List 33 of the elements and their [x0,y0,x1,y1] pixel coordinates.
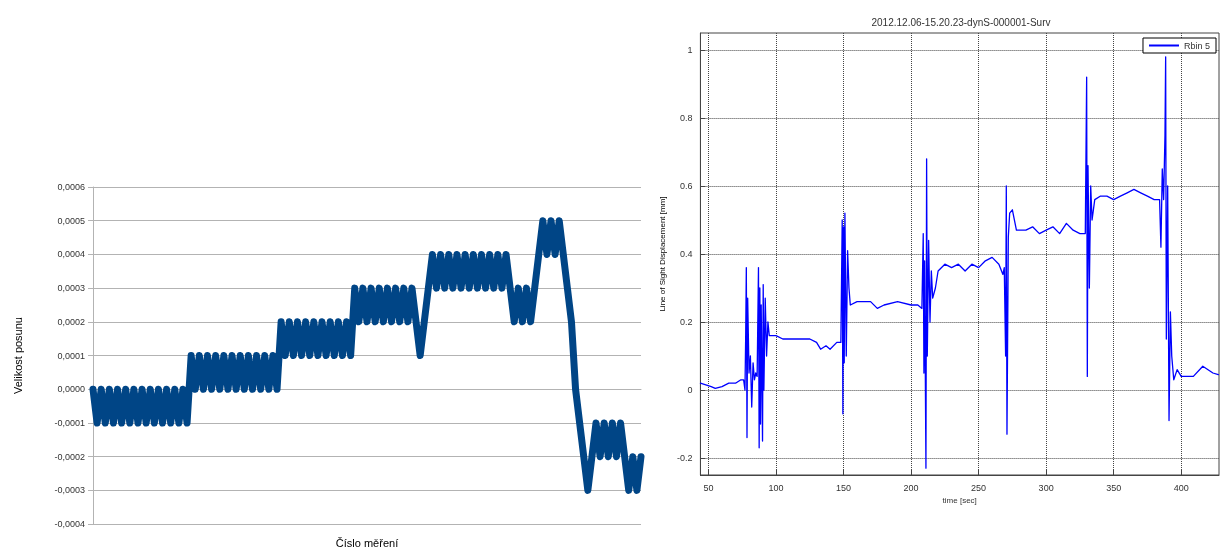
y-axis-title: Velikost posunu [11,317,24,395]
y-tick-label: 0.8 [679,113,693,123]
y-tick-label: 0.2 [679,317,693,327]
y-axis-title: Line of Sight Displacement [mm] [657,196,667,312]
x-tick-label: 250 [971,482,987,493]
legend-label: Rbin 5 [1183,40,1210,51]
y-tick-label: 0.4 [679,249,693,259]
x-tick-label: 350 [1106,482,1122,493]
y-tick-label: 0,0000 [57,384,85,395]
y-tick-label: 0,0005 [57,215,85,226]
y-tick-label: -0,0004 [54,519,85,530]
y-tick-label: -0.2 [676,453,693,463]
y-tick-label: 0 [687,385,693,395]
x-tick-label: 200 [903,482,919,493]
y-tick-label: -0,0003 [54,485,85,496]
y-tick-label: -0,0001 [54,417,85,428]
line-series [699,56,1219,469]
y-tick-label: 0,0004 [57,249,85,260]
x-tick-label: 50 [703,482,714,493]
x-tick-label: 100 [768,482,784,493]
y-tick-label: 0.6 [679,181,693,191]
y-tick-label: 1 [687,45,693,55]
x-tick-label: 150 [836,482,852,493]
x-tick-label: 300 [1038,482,1054,493]
y-tick-label: 0,0006 [57,182,85,192]
x-axis-title: Číslo měření [335,536,399,549]
y-tick-label: 0,0002 [57,316,85,327]
x-axis-title: time [sec] [942,496,977,506]
y-tick-label: 0,0003 [57,283,85,294]
chart-title: 2012.12.06-15.20.23-dynS-000001-Surv [871,16,1051,28]
x-tick-label: 400 [1173,482,1189,493]
y-tick-label: 0,0001 [57,350,85,361]
y-tick-label: -0,0002 [54,451,85,462]
